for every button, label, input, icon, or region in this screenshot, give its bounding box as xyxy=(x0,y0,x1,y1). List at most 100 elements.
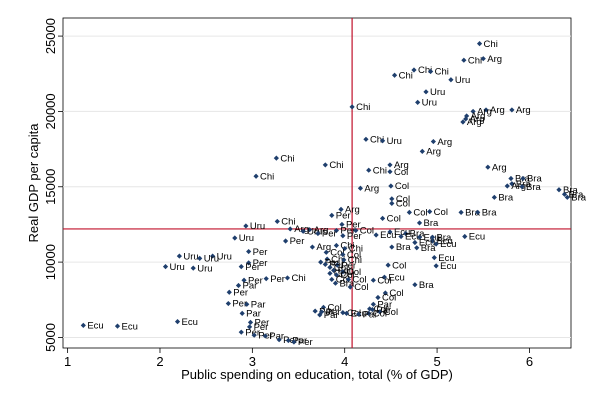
data-point-marker xyxy=(381,274,388,280)
data-point-label: Bra xyxy=(571,193,587,204)
data-point-marker xyxy=(322,162,328,168)
data-point-label: Uru xyxy=(250,221,265,232)
data-point-marker xyxy=(388,183,394,189)
data-point-label: Col xyxy=(347,308,361,319)
data-point-marker xyxy=(282,238,289,244)
data-point-marker xyxy=(343,310,350,316)
data-point-marker xyxy=(412,239,418,246)
data-point-label: Arg xyxy=(467,117,482,128)
data-point-label: Par xyxy=(319,306,334,317)
data-point-label: Uru xyxy=(197,263,212,274)
data-point-label: Par xyxy=(376,305,391,316)
data-point-marker xyxy=(320,304,327,310)
data-point-marker xyxy=(520,175,526,182)
data-point-label: Col xyxy=(394,167,408,178)
data-point-marker xyxy=(317,312,323,318)
data-point-label: Col xyxy=(360,226,374,237)
data-point-marker xyxy=(333,242,339,249)
data-point-label: Per xyxy=(298,337,313,348)
data-point-label: Arg xyxy=(394,160,409,171)
data-point-label: Per xyxy=(322,229,337,240)
x-tick-label: 5 xyxy=(433,354,440,369)
data-point-label: Arg xyxy=(490,105,505,116)
data-point-marker xyxy=(300,228,306,234)
data-point-label: Ecu xyxy=(87,321,103,332)
data-point-label: Ecu xyxy=(394,227,410,238)
data-point-marker xyxy=(387,162,393,168)
data-point-label: Col xyxy=(340,270,354,281)
data-point-label: Arg xyxy=(470,114,485,125)
data-point-label: Per xyxy=(270,274,285,285)
data-point-marker xyxy=(340,233,346,239)
data-point-marker xyxy=(509,107,515,113)
data-point-marker xyxy=(238,264,244,270)
axis-ticks: 5000 10000 15000 20000 25000 1 2 3 4 5 6 xyxy=(43,18,533,369)
data-point-label: Per xyxy=(232,299,247,310)
data-point-label: Bra xyxy=(569,190,585,201)
data-point-label: Chi xyxy=(331,254,345,265)
data-point-label: Arg xyxy=(364,183,379,194)
data-point-marker xyxy=(307,227,313,233)
data-point-label: Col xyxy=(384,307,398,318)
data-point-label: Ecu xyxy=(438,253,454,264)
data-point-marker xyxy=(333,227,339,234)
data-point-marker xyxy=(315,230,321,237)
data-point-label: Uru xyxy=(387,136,402,147)
data-point-marker xyxy=(416,234,423,240)
data-point-label: Chi xyxy=(329,160,343,171)
data-point-marker xyxy=(241,277,247,283)
data-point-marker xyxy=(341,257,347,263)
data-point-label: Ecu xyxy=(469,232,485,243)
data-point-label: Bra xyxy=(498,193,514,204)
data-point-marker xyxy=(377,309,383,315)
data-point-marker xyxy=(387,229,393,235)
data-point-marker xyxy=(458,209,464,215)
data-point-label: Ecu xyxy=(440,261,456,272)
data-point-marker xyxy=(519,184,525,190)
data-point-marker xyxy=(412,282,418,288)
data-point-label: Par xyxy=(363,309,378,320)
data-point-marker xyxy=(225,300,231,307)
data-point-marker xyxy=(470,108,476,115)
data-point-marker xyxy=(274,218,280,225)
data-point-label: Col xyxy=(347,250,361,261)
data-point-label: Ecu xyxy=(436,236,452,247)
data-point-label: Uru xyxy=(170,262,185,273)
data-point-label: Col xyxy=(392,260,406,271)
data-point-label: Bra xyxy=(482,208,498,219)
data-point-label: Par xyxy=(292,336,307,347)
data-point-label: Chi xyxy=(281,217,295,228)
data-point-marker xyxy=(398,233,404,240)
data-point-marker xyxy=(327,264,333,270)
data-point-marker xyxy=(345,276,352,283)
data-point-marker xyxy=(431,254,437,261)
data-point-marker xyxy=(491,194,497,200)
data-point-label: Col xyxy=(354,282,368,293)
data-point-label: Uru xyxy=(204,254,219,265)
data-point-marker xyxy=(262,333,268,339)
data-point-label: Chi xyxy=(280,153,294,164)
data-point-label: Col xyxy=(389,288,403,299)
data-point-marker xyxy=(340,251,346,258)
data-point-marker xyxy=(210,253,216,259)
data-point-label: Col xyxy=(334,263,348,274)
data-point-label: Per xyxy=(340,226,355,237)
data-point-marker xyxy=(387,169,393,175)
data-point-label: Arg xyxy=(316,242,331,253)
data-point-marker xyxy=(411,67,417,73)
data-point-label: Col xyxy=(336,275,350,286)
data-point-label: Col xyxy=(377,275,391,286)
x-tick-label: 6 xyxy=(526,354,533,369)
data-point-marker xyxy=(561,191,568,197)
data-point-marker xyxy=(460,119,466,125)
data-point-label: Arg xyxy=(314,225,329,236)
data-point-marker xyxy=(416,220,423,226)
data-point-marker xyxy=(369,306,376,313)
data-point-marker xyxy=(327,270,333,277)
data-point-marker xyxy=(319,309,325,315)
data-point-marker xyxy=(238,329,244,335)
data-point-marker xyxy=(329,212,335,218)
data-point-marker xyxy=(80,322,86,328)
